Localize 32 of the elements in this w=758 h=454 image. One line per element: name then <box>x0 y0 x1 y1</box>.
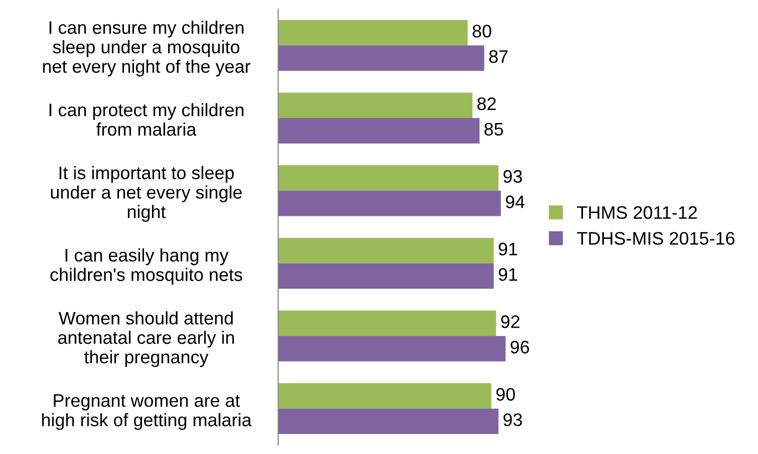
y-tick-label: I can ensure my children sleep under a mosquito net every night of the year <box>43 20 250 76</box>
y-tick-label: I can protect my children from malaria <box>50 103 244 136</box>
data-label: 82 <box>477 97 496 110</box>
bar <box>278 263 494 289</box>
bar <box>278 20 468 46</box>
bar <box>278 310 496 336</box>
data-label: 93 <box>503 413 522 426</box>
data-label: 91 <box>498 242 518 256</box>
y-tick-label: I can easily hang my children's mosquito nets <box>50 248 242 285</box>
y-tick-label: It is important to sleep under a net every single night <box>51 166 242 222</box>
bar <box>278 238 494 264</box>
legend-label: THMS 2011-12 <box>577 206 697 219</box>
data-label: 90 <box>496 388 515 401</box>
y-tick-label: Pregnant women are at high risk of getting malaria <box>42 394 252 430</box>
bar <box>278 190 501 216</box>
bar <box>278 45 484 71</box>
bar <box>278 336 506 362</box>
bar <box>278 408 498 434</box>
bar <box>278 92 472 118</box>
bar <box>278 383 492 409</box>
data-label: 96 <box>510 340 530 354</box>
data-label: 87 <box>489 50 508 63</box>
data-label: 94 <box>506 195 525 208</box>
data-label: 85 <box>484 122 504 136</box>
legend-label: TDHS-MIS 2015-16 <box>577 232 734 245</box>
data-label: 93 <box>503 170 522 183</box>
bar <box>278 165 498 191</box>
data-label: 91 <box>498 268 518 281</box>
data-label: 92 <box>501 315 520 328</box>
bar <box>278 118 480 144</box>
data-label: 80 <box>472 24 492 38</box>
y-tick-label: Women should attend antenatal care early in their pregnancy <box>58 311 234 368</box>
